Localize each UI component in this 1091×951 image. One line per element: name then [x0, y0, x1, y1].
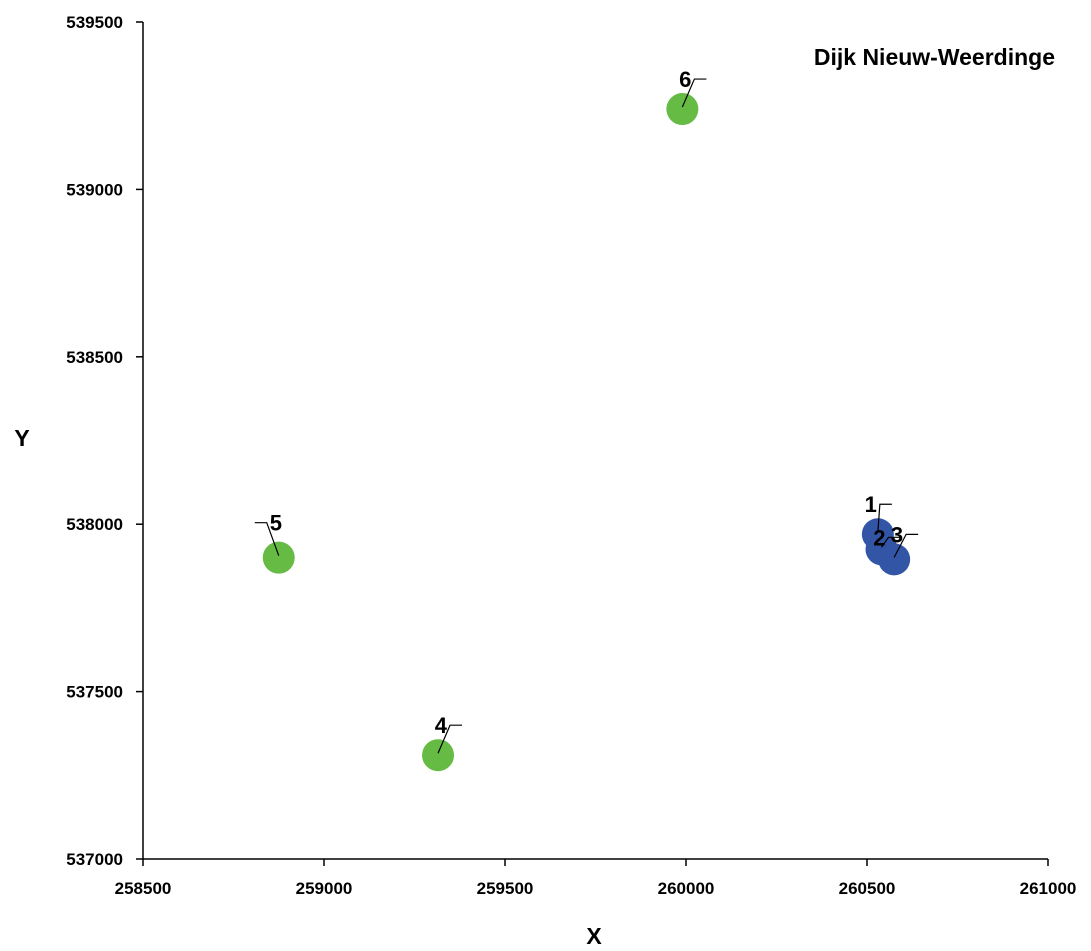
leader-line-3: [893, 533, 919, 558]
x-tick-label: 259500: [477, 879, 534, 898]
series-layer: [262, 93, 911, 772]
point-label-3: 3: [891, 522, 903, 547]
leader-line-1: [877, 503, 892, 533]
y-tick-label: 539000: [66, 180, 123, 199]
axes: [142, 22, 1048, 860]
x-tick-label: 260000: [658, 879, 715, 898]
leader-line-6: [681, 78, 707, 108]
point-label-2: 2: [873, 525, 885, 550]
data-point-4: [422, 739, 455, 772]
point-label-6: 6: [679, 67, 691, 92]
y-tick-label: 538500: [66, 348, 123, 367]
point-label-1: 1: [865, 492, 877, 517]
chart-title: Dijk Nieuw-Weerdinge: [814, 44, 1055, 70]
x-tick-label: 260500: [839, 879, 896, 898]
x-tick-label: 261000: [1020, 879, 1077, 898]
data-point-5: [262, 541, 295, 574]
data-point-3: [878, 543, 911, 576]
y-tick-label: 539500: [66, 13, 123, 32]
leader-line-2: [880, 536, 901, 548]
leader-line-4: [437, 724, 463, 754]
y-axis-title: Y: [14, 425, 29, 451]
data-point-6: [666, 93, 699, 126]
y-tick-label: 538000: [66, 515, 123, 534]
point-label-4: 4: [435, 713, 448, 738]
y-tick-label: 537000: [66, 850, 123, 869]
y-tick-label: 537500: [66, 683, 123, 702]
x-tick-label: 259000: [296, 879, 353, 898]
x-tick-label: 258500: [115, 879, 172, 898]
y-ticks: 537000 537500 538000 538500 539000 539500: [66, 13, 143, 869]
point-label-5: 5: [270, 511, 282, 536]
leader-line-5: [254, 522, 280, 556]
x-axis-title: X: [586, 923, 602, 949]
x-ticks: 258500 259000 259500 260000 260500 261000: [115, 859, 1077, 898]
